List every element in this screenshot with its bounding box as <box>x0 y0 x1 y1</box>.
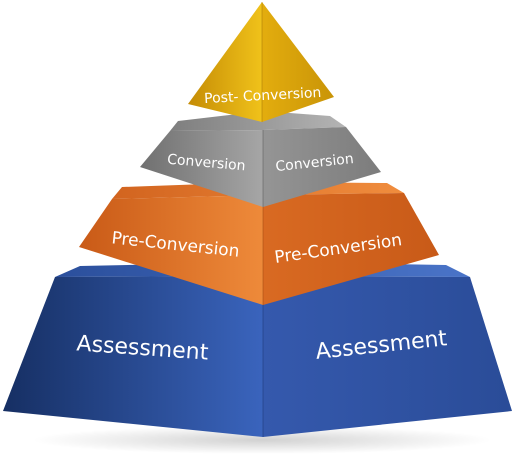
tier-assessment-right-face <box>263 276 512 437</box>
tier-conversion-left-face <box>140 130 263 207</box>
tier-post-conversion-label: Post- Conversion <box>204 85 322 107</box>
pyramid-shadow <box>32 426 492 454</box>
tier-pre-conversion-left-face <box>79 195 263 305</box>
tier-conversion-right-face <box>263 127 381 207</box>
tier-pre-conversion-right-face <box>263 193 439 305</box>
tier-conversion-label-left: Conversion <box>167 152 247 175</box>
tier-post-conversion: Post- Conversion <box>188 2 334 122</box>
tier-assessment-left-face <box>3 276 263 437</box>
tier-post-conversion-left-face <box>188 2 262 122</box>
tier-post-conversion-right-face <box>262 2 334 122</box>
tier-assessment: Assessment Assessment <box>3 262 512 437</box>
